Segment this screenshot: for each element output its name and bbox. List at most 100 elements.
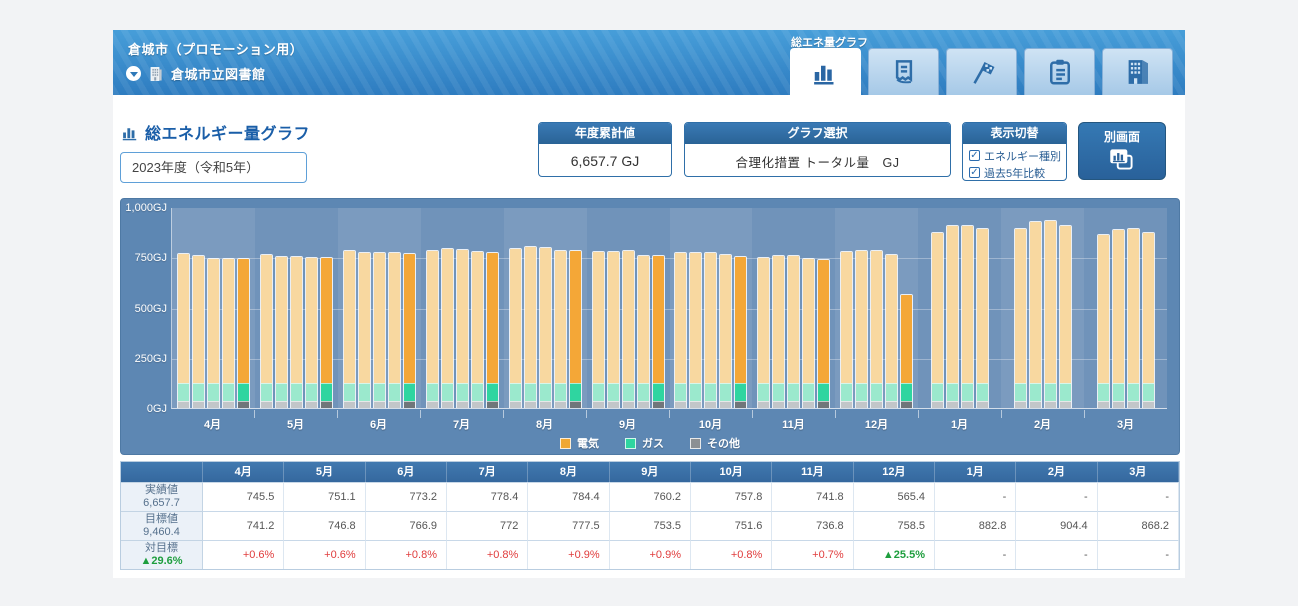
month-group-11月: [752, 208, 835, 408]
checkbox-5year-compare[interactable]: ✓ 過去5年比較: [969, 164, 1060, 181]
bar-past-9月: [622, 250, 635, 408]
segment-other: [886, 401, 897, 408]
bar-past-10月: [704, 252, 717, 408]
table-cell: 882.8: [935, 511, 1016, 540]
segment-gas: [947, 383, 958, 401]
segment-gas: [540, 383, 551, 401]
bar-past-3月: [1127, 228, 1140, 408]
segment-elec: [570, 251, 581, 383]
segment-other: [291, 401, 302, 408]
bar-past-3月: [1142, 232, 1155, 408]
month-group-7月: [421, 208, 504, 408]
tab-facility[interactable]: [1102, 48, 1173, 95]
table-cell: 760.2: [610, 482, 691, 511]
segment-elec: [427, 251, 438, 383]
segment-other: [735, 401, 746, 408]
bar-past-10月: [689, 252, 702, 408]
segment-gas: [442, 383, 453, 401]
tab-report[interactable]: [868, 48, 939, 95]
graph-select-value[interactable]: 合理化措置 トータル量 GJ: [685, 144, 950, 177]
annual-total-header: 年度累計値: [539, 123, 671, 144]
building-icon: [1123, 57, 1153, 87]
tab-energy-graph[interactable]: [790, 48, 861, 95]
segment-other: [856, 401, 867, 408]
segment-other: [427, 401, 438, 408]
segment-other: [962, 401, 973, 408]
app-title: 倉城市（プロモーション用）: [128, 39, 303, 58]
table-cell: +0.8%: [447, 540, 528, 569]
bar-past-8月: [509, 248, 522, 408]
bar-past-6月: [343, 250, 356, 408]
segment-elec: [238, 259, 249, 383]
table-cell: 757.8: [691, 482, 772, 511]
table-cell: 868.2: [1098, 511, 1179, 540]
segment-other: [1030, 401, 1041, 408]
bar-past-10月: [719, 254, 732, 408]
table-cell: 753.5: [610, 511, 691, 540]
fiscal-year-select[interactable]: 2023年度（令和5年）: [120, 152, 307, 183]
segment-other: [1098, 401, 1109, 408]
checkbox-icon[interactable]: ✓: [969, 167, 980, 178]
bar-current-11月: [817, 259, 830, 408]
table-cell: -: [1098, 540, 1179, 569]
checkbox-icon[interactable]: ✓: [969, 150, 980, 161]
table-cell: 904.4: [1016, 511, 1097, 540]
chevron-down-circle-icon[interactable]: [126, 66, 141, 81]
month-label: 7月: [420, 410, 503, 434]
segment-elec: [261, 255, 272, 383]
segment-elec: [472, 252, 483, 383]
month-label: 8月: [503, 410, 586, 434]
month-label: 3月: [1084, 410, 1167, 434]
segment-other: [638, 401, 649, 408]
bar-past-9月: [637, 255, 650, 408]
segment-gas: [593, 383, 604, 401]
tab-checklist[interactable]: [1024, 48, 1095, 95]
segment-other: [803, 401, 814, 408]
segment-gas: [1128, 383, 1139, 401]
segment-elec: [623, 251, 634, 383]
segment-other: [977, 401, 988, 408]
table-cell: +0.8%: [691, 540, 772, 569]
table-cell: +0.8%: [366, 540, 447, 569]
segment-elec: [1098, 235, 1109, 383]
bar-current-4月: [237, 258, 250, 408]
bar-past-12月: [855, 250, 868, 408]
separate-window-button[interactable]: 別画面: [1078, 122, 1166, 180]
checkbox-energy-type[interactable]: ✓ エネルギー種別: [969, 147, 1060, 164]
display-toggle-header: 表示切替: [963, 123, 1066, 144]
segment-other: [208, 401, 219, 408]
segment-gas: [932, 383, 943, 401]
segment-elec: [803, 259, 814, 383]
month-label: 10月: [669, 410, 752, 434]
month-group-1月: [918, 208, 1001, 408]
tab-milestone[interactable]: [946, 48, 1017, 95]
segment-gas: [389, 383, 400, 401]
bar-chart-icon: [121, 124, 138, 141]
legend-swatch: [690, 438, 701, 449]
segment-other: [1113, 401, 1124, 408]
facility-selector[interactable]: 倉城市立図書館: [126, 64, 266, 83]
bar-past-2月: [1059, 225, 1072, 408]
segment-gas: [457, 383, 468, 401]
segment-elec: [276, 257, 287, 383]
segment-elec: [947, 226, 958, 383]
bar-past-9月: [607, 251, 620, 408]
segment-gas: [427, 383, 438, 401]
table-row-label: 目標値9,460.4: [121, 511, 203, 540]
axis-tick: [669, 410, 670, 418]
table-month-header: 8月: [528, 462, 609, 482]
segment-gas: [1113, 383, 1124, 401]
segment-gas: [525, 383, 536, 401]
month-group-2月: [1001, 208, 1084, 408]
legend-item: ガス: [625, 435, 664, 451]
segment-gas: [1143, 383, 1154, 401]
segment-gas: [193, 383, 204, 401]
table-cell: 565.4: [854, 482, 935, 511]
segment-elec: [389, 253, 400, 383]
segment-other: [374, 401, 385, 408]
segment-other: [1060, 401, 1071, 408]
axis-tick: [1001, 410, 1002, 418]
segment-gas: [962, 383, 973, 401]
bar-past-8月: [539, 247, 552, 408]
bar-past-4月: [222, 258, 235, 408]
